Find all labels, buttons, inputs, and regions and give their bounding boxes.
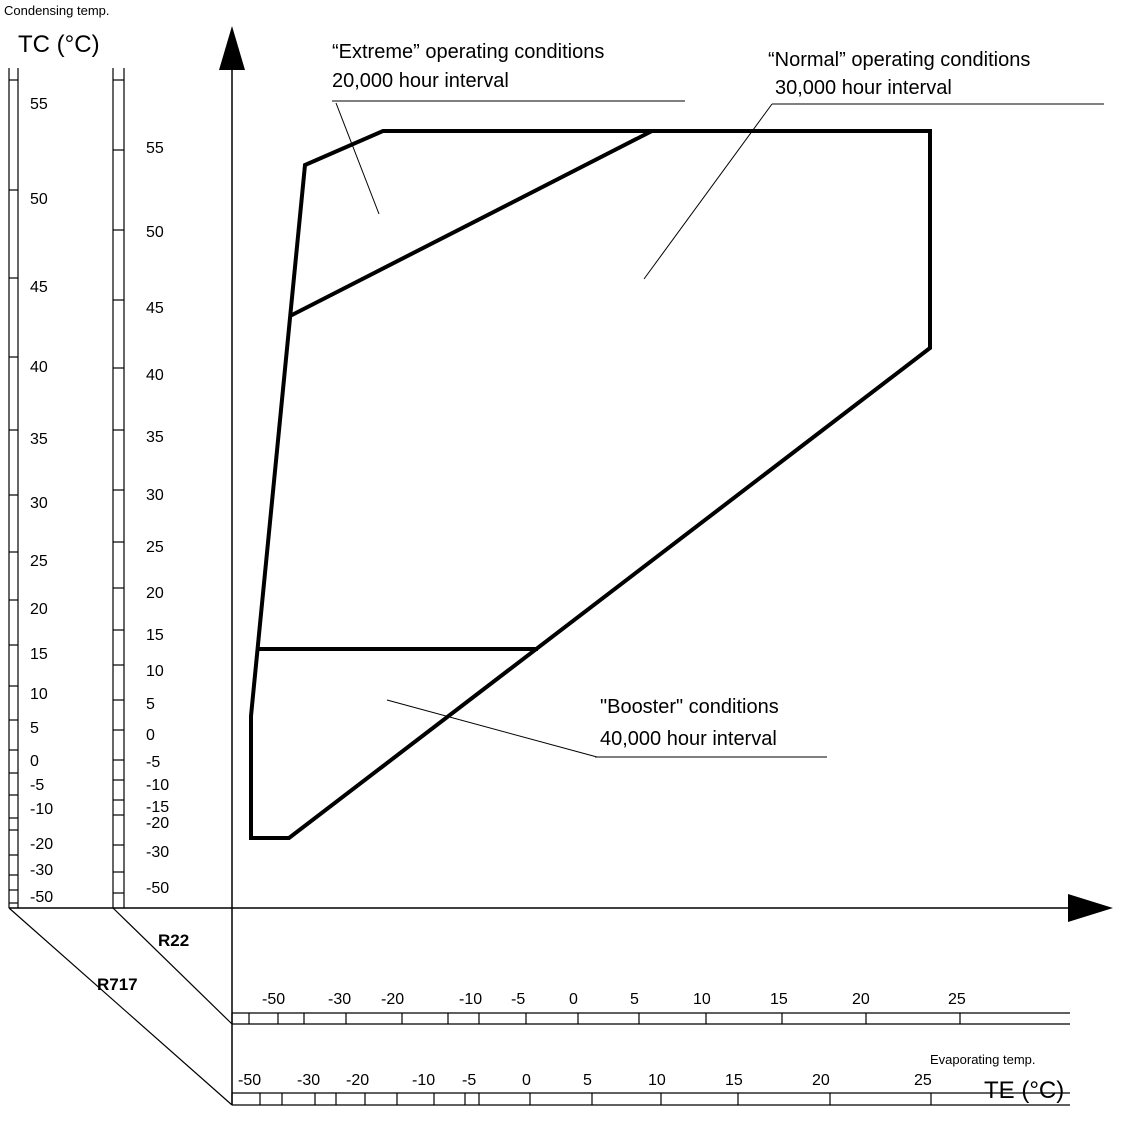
- r717-tick-label: -10: [30, 801, 53, 818]
- r717-tick-label: 15: [30, 646, 48, 663]
- r717-tick-label: 55: [30, 96, 48, 113]
- r22-tick-label: -30: [146, 844, 169, 861]
- r717-tick-label: -30: [30, 862, 53, 879]
- extreme-label-line1: “Extreme” operating conditions: [332, 41, 604, 63]
- r22-tick-label: 25: [146, 539, 164, 556]
- r22-evap-tick-label: 0: [569, 991, 578, 1008]
- r717-tick-label: 40: [30, 359, 48, 376]
- r22-evap-tick-label: 25: [948, 991, 966, 1008]
- normal-label-line1: “Normal” operating conditions: [768, 49, 1030, 71]
- r22-tick-label: -50: [146, 880, 169, 897]
- r22-tick-label: 35: [146, 429, 164, 446]
- r22-tick-label: 10: [146, 663, 164, 680]
- r22-tick-label: 0: [146, 727, 155, 744]
- r22-evap-tick-label: -10: [459, 991, 482, 1008]
- r22-diagonal: [112, 907, 233, 1025]
- operating-envelope-outline: [249, 129, 932, 840]
- r22-tick-label: 55: [146, 140, 164, 157]
- condensing-temp-caption: Condensing temp.: [4, 3, 110, 18]
- r717-tick-label: 50: [30, 191, 48, 208]
- extreme-region-boundary: [289, 129, 653, 318]
- r717-tick-label: 0: [30, 753, 39, 770]
- r22-tick-label: 30: [146, 487, 164, 504]
- r22-evap-tick-label: 20: [852, 991, 870, 1008]
- r22-tick-label: 20: [146, 585, 164, 602]
- r717-evap-tick-label: 15: [725, 1072, 743, 1089]
- r717-evap-tick-label: -30: [297, 1072, 320, 1089]
- extreme-label-line2: 20,000 hour interval: [332, 70, 509, 92]
- r717-evap-tick-label: 0: [522, 1072, 531, 1089]
- r22-tick-label: 5: [146, 696, 155, 713]
- r22-evap-tick-label: 15: [770, 991, 788, 1008]
- y-axis-arrow-icon: [219, 26, 245, 70]
- normal-label-line2: 30,000 hour interval: [775, 77, 952, 99]
- r717-tick-label: 25: [30, 553, 48, 570]
- r22-tick-label: -20: [146, 815, 169, 832]
- r22-label: R22: [158, 931, 189, 950]
- r22-tick-label: 15: [146, 627, 164, 644]
- r717-evap-tick-label: -50: [238, 1072, 261, 1089]
- r717-tick-label: 30: [30, 495, 48, 512]
- evaporating-temp-caption: Evaporating temp.: [930, 1052, 1036, 1067]
- normal-leader-line: [643, 103, 773, 280]
- r717-evap-tick-label: 20: [812, 1072, 830, 1089]
- te-axis-title: TE (°C): [984, 1077, 1064, 1104]
- x-axis-arrow-icon: [1068, 894, 1113, 922]
- r717-tick-label: 35: [30, 431, 48, 448]
- r717-tick-label: -5: [30, 777, 44, 794]
- r22-tick-label: -5: [146, 754, 160, 771]
- r22-evap-tick-label: 5: [630, 991, 639, 1008]
- r717-tick-label: 20: [30, 601, 48, 618]
- r22-evap-tick-label: -20: [381, 991, 404, 1008]
- r717-tick-label: 45: [30, 279, 48, 296]
- r22-evaporating-ticks: -50 -30 -20 -10 -5 0 5 10 15 20 25: [231, 991, 966, 1024]
- r717-evaporating-ticks: -50 -30 -20 -10 -5 0 5 10 15 20 25: [231, 1072, 932, 1105]
- r717-evap-tick-label: -5: [462, 1072, 476, 1089]
- r22-evap-tick-label: -50: [262, 991, 285, 1008]
- r22-tick-label: -10: [146, 777, 169, 794]
- r22-evap-tick-label: -5: [511, 991, 525, 1008]
- booster-leader-line: [386, 699, 598, 758]
- r717-evap-tick-label: 25: [914, 1072, 932, 1089]
- r717-tick-label: -20: [30, 836, 53, 853]
- r717-tick-label: 10: [30, 686, 48, 703]
- r717-evap-tick-label: 10: [648, 1072, 666, 1089]
- r22-evap-tick-label: -30: [328, 991, 351, 1008]
- r717-evap-tick-label: 5: [583, 1072, 592, 1089]
- r717-diagonal: [8, 907, 233, 1106]
- r717-tick-label: -50: [30, 889, 53, 906]
- r717-tick-label: 5: [30, 720, 39, 737]
- r22-tick-label: 40: [146, 367, 164, 384]
- booster-label-line2: 40,000 hour interval: [600, 728, 777, 750]
- tc-axis-title: TC (°C): [18, 31, 100, 58]
- r22-evap-tick-label: 10: [693, 991, 711, 1008]
- r22-tick-label: 45: [146, 300, 164, 317]
- r22-tick-label: 50: [146, 224, 164, 241]
- extreme-leader-line: [335, 102, 380, 215]
- r717-evap-tick-label: -20: [346, 1072, 369, 1089]
- r717-evap-tick-label: -10: [412, 1072, 435, 1089]
- r717-label: R717: [97, 975, 138, 994]
- r22-tick-label: -15: [146, 799, 169, 816]
- booster-label-line1: "Booster" conditions: [600, 696, 779, 718]
